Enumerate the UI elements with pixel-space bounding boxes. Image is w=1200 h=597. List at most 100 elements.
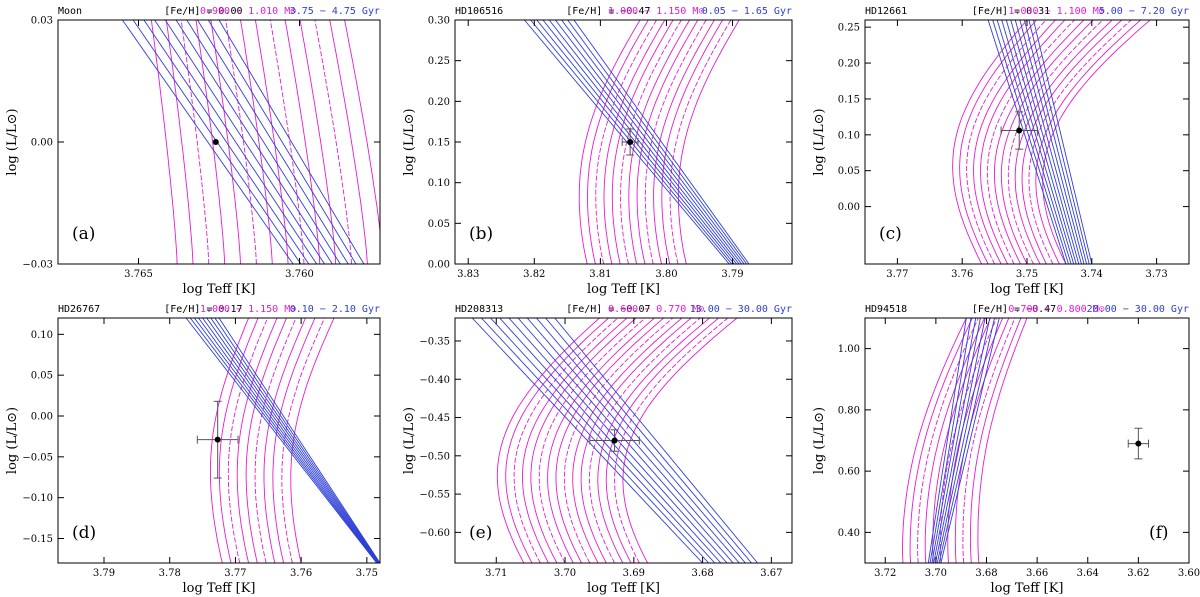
plot-frame	[454, 317, 793, 564]
star-data-point	[1016, 127, 1023, 134]
panel-letter: (c)	[879, 224, 902, 244]
isochrone-line	[938, 318, 995, 563]
panel-mass-label: 1.030 − 1.100 M⊙	[1008, 6, 1104, 17]
isochrone-line	[1001, 20, 1075, 264]
y-tick-label: 0.20	[428, 97, 450, 108]
panel-curves	[902, 318, 1028, 563]
y-tick-label: 0.05	[838, 166, 860, 177]
mass-track-line	[1042, 20, 1151, 264]
x-tick-label: 3.760	[285, 269, 314, 280]
x-axis-label: log Teff [K]	[182, 282, 255, 297]
x-tick-label: 3.82	[523, 269, 545, 280]
isochrone-line	[992, 20, 1069, 264]
panel-feh-label: [Fe/H] = 0.00	[164, 6, 242, 17]
y-tick-label: −0.03	[22, 260, 53, 271]
x-tick-label: 3.60	[1178, 568, 1200, 579]
mass-track-line	[150, 20, 178, 264]
isochrone-line	[927, 318, 967, 563]
y-tick-label: −0.60	[419, 528, 450, 539]
isochrone-line	[1010, 20, 1080, 264]
panel-b: HD106516 [Fe/H] = −0.471.000 − 1.150 M⊙0.…	[402, 6, 793, 297]
mass-track-line	[966, 20, 1047, 264]
y-tick-label: −0.50	[419, 451, 450, 462]
mass-track-line	[530, 318, 637, 563]
panel-curves	[524, 20, 750, 264]
isochrone-line	[1014, 20, 1082, 264]
panel-star-name: HD106516	[455, 6, 503, 17]
panel-age-label: 5.00 − 7.20 Gyr	[1099, 6, 1189, 17]
mass-track-line	[952, 20, 1028, 264]
mass-track-line	[254, 318, 297, 563]
y-tick-label: 0.00	[428, 260, 450, 271]
mass-track-line	[578, 20, 641, 264]
isochrone-line	[186, 20, 341, 264]
isochrone-line	[206, 318, 380, 563]
panel-mass-label: 0.680 − 0.770 M⊙	[608, 304, 704, 315]
y-axis-label: log (L/L⊙)	[402, 407, 417, 474]
mass-track-line	[962, 318, 1016, 563]
panel-star-name: Moon	[58, 6, 82, 17]
panel-age-label: 0.05 − 1.65 Gyr	[702, 6, 792, 17]
y-tick-label: −0.05	[22, 452, 53, 463]
mass-track-line	[269, 20, 305, 264]
mass-track-line	[587, 20, 649, 264]
y-tick-label: 0.10	[428, 178, 450, 189]
panel-age-label: 0.10 − 2.10 Gyr	[290, 304, 380, 315]
isochrone-line	[933, 318, 981, 563]
isochrone-line	[536, 318, 746, 563]
mass-track-line	[924, 318, 985, 563]
x-tick-label: 3.68	[975, 568, 997, 579]
mass-track-line	[263, 318, 306, 563]
isochrone-line	[185, 318, 378, 563]
isochrone-line	[1033, 20, 1093, 264]
mass-track-line	[636, 20, 699, 264]
mass-track-line	[281, 318, 325, 563]
mass-track-line	[209, 318, 250, 563]
y-tick-label: 0.60	[838, 467, 860, 478]
x-tick-label: 3.80	[655, 269, 677, 280]
y-tick-label: 0.25	[838, 23, 860, 34]
y-tick-label: 0.00	[31, 138, 53, 149]
mass-track-line	[959, 20, 1037, 264]
isochrone-line	[189, 318, 378, 563]
x-tick-label: 3.67	[760, 568, 782, 579]
panel-age-label: 20.00 − 30.00 Gyr	[1087, 304, 1189, 315]
isochrone-line	[210, 318, 380, 563]
mass-track-line	[661, 20, 723, 264]
isochrone-line	[143, 20, 310, 264]
isochrone-line	[567, 20, 747, 264]
mass-track-line	[939, 318, 998, 563]
panel-letter: (d)	[72, 523, 96, 543]
panel-f: HD94518 [Fe/H] = −0.470.700 − 0.800 M⊙20.…	[812, 304, 1200, 596]
y-tick-label: 0.05	[31, 371, 53, 382]
mass-track-line	[977, 318, 1028, 563]
mass-track-line	[245, 318, 287, 563]
isochrone-line	[207, 20, 357, 264]
mass-track-line	[272, 318, 316, 563]
isochrone-line	[996, 20, 1072, 264]
isochrone-line	[542, 20, 738, 264]
panel-feh-label: [Fe/H] = −0.47	[566, 6, 650, 17]
mass-track-line	[1014, 20, 1113, 264]
panel-c: HD12661 [Fe/H] = 0.311.030 − 1.100 M⊙5.00…	[812, 6, 1190, 297]
panel-star-name: HD12661	[865, 6, 907, 17]
isochrone-line	[548, 20, 740, 264]
y-tick-label: 0.15	[428, 138, 450, 149]
mass-track-line	[1028, 20, 1132, 264]
x-tick-label: 3.78	[159, 568, 181, 579]
x-tick-label: 3.79	[93, 568, 115, 579]
isochrone-line	[1005, 20, 1077, 264]
y-axis-label: log (L/L⊙)	[812, 407, 827, 474]
star-data-point	[212, 139, 219, 145]
mass-track-line	[980, 20, 1066, 264]
panel-feh-label: [Fe/H] = −0.47	[972, 304, 1056, 315]
isochrone-line	[175, 20, 333, 264]
mass-track-line	[1000, 20, 1094, 264]
mass-track-line	[236, 318, 278, 563]
y-tick-label: 0.10	[838, 130, 860, 141]
x-axis-label: log Teff [K]	[182, 581, 255, 596]
y-tick-label: −0.45	[419, 413, 450, 424]
y-axis-label: log (L/L⊙)	[402, 108, 417, 175]
y-axis-label: log (L/L⊙)	[812, 108, 827, 175]
